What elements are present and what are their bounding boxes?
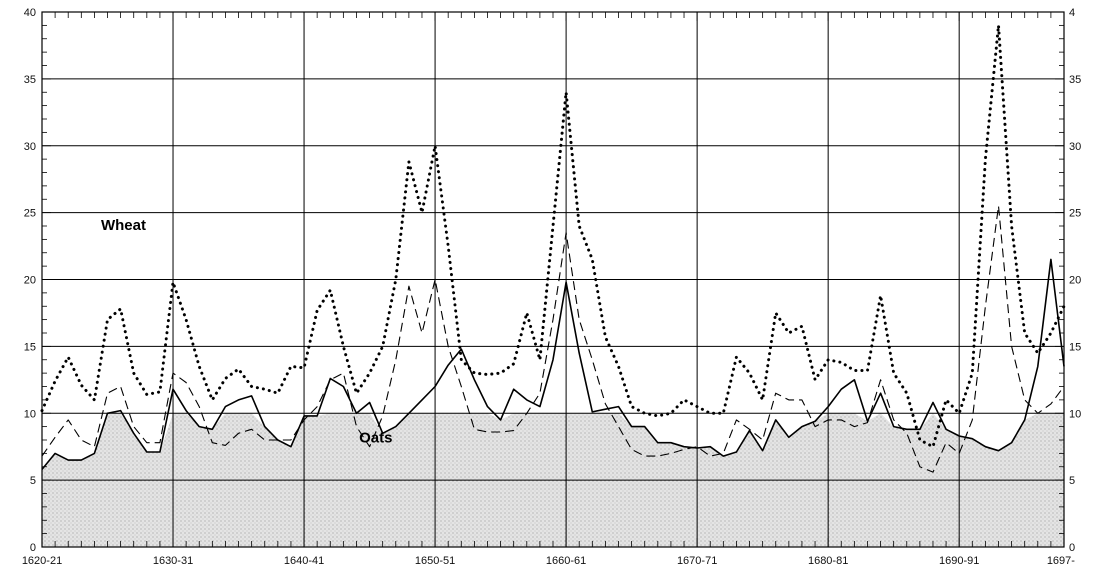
series-label-oats: Oats [359,430,392,447]
x-tick-label: 1650-51 [415,555,455,567]
series-dashed-line [41,205,1065,473]
y-tick-label-right: 0 [1069,542,1075,554]
series-dotted-line [40,23,1066,449]
y-tick-label-right: 30 [1069,141,1081,153]
y-tick-label-left: 25 [24,208,36,220]
series-solid-line [41,258,1065,470]
series-layer [40,23,1066,473]
y-tick-label-right: 5 [1069,475,1075,487]
series-label-wheat: Wheat [101,217,146,234]
x-tick-label: 1630-31 [153,555,193,567]
x-tick-label: 1690-91 [939,555,979,567]
y-tick-label-left: 10 [24,408,36,420]
y-tick-label-right: 15 [1069,341,1081,353]
y-tick-label-left: 35 [24,74,36,86]
y-tick-label-right: 20 [1069,275,1081,287]
x-tick-label: 1670-71 [677,555,717,567]
y-tick-label-left: 5 [30,475,36,487]
grid-layer [42,12,1064,547]
y-tick-label-right: 25 [1069,208,1081,220]
x-tick-label: 1680-81 [808,555,848,567]
y-tick-label-right: 10 [1069,408,1081,420]
y-tick-label-left: 0 [30,542,36,554]
y-tick-label-left: 40 [24,7,36,19]
x-tick-label: 1620-21 [22,555,62,567]
y-tick-label-left: 15 [24,341,36,353]
x-tick-label: 1660-61 [546,555,586,567]
x-tick-label: 1697- [1047,555,1075,567]
label-layer: 0 5 10 15 20 25 30 35 40 0 5 10 15 20 25 30 35 4 1620-21 16… [22,7,1081,567]
x-tick-label: 1640-41 [284,555,324,567]
y-tick-label-right: 35 [1069,74,1081,86]
y-tick-label-left: 30 [24,141,36,153]
y-tick-label-left: 20 [24,275,36,287]
y-tick-label-right: 4 [1069,7,1075,19]
axis-layer [41,11,1065,548]
